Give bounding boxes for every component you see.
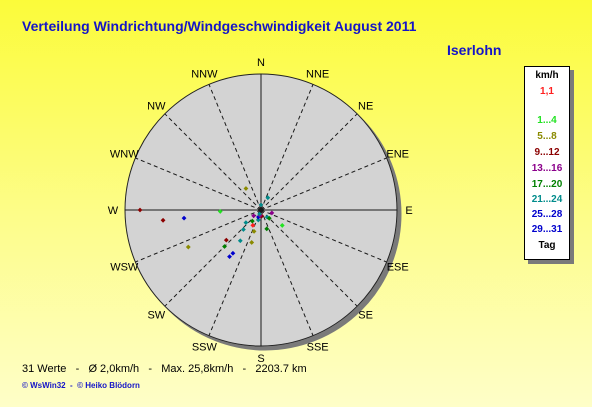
direction-label-sse: SSE [307,342,329,354]
direction-label-ssw: SSW [192,342,218,354]
direction-label-wsw: WSW [110,262,139,274]
legend-item-8: 25...28 [531,209,563,220]
data-point-17 [255,217,261,223]
data-point-21 [251,213,257,219]
data-point-7 [222,244,227,249]
legend-header: km/h [535,70,559,81]
direction-label-wnw: WNW [110,148,139,160]
value-count: 31 Werte [22,363,67,375]
data-point-14 [249,218,255,224]
spoke-ne [260,113,358,211]
distance: 2203.7 km [255,363,307,375]
direction-label-e: E [405,205,412,217]
direction-label-nne: NNE [306,68,329,80]
station-name: Iserlohn [447,42,502,58]
data-point-25 [269,210,275,216]
direction-label-s: S [257,353,264,365]
direction-label-nw: NW [147,100,166,112]
data-point-12 [241,227,246,232]
legend-item-3: 5...8 [537,131,557,142]
direction-label-ne: NE [358,100,373,112]
spoke-nne [260,84,314,211]
spoke-se [260,209,358,307]
summary-line: 31 Werte - Ø 2,0km/h - Max. 25,8km/h - 2… [22,363,307,375]
legend-item-7: 21...24 [531,194,563,205]
chart-title: Verteilung Windrichtung/Windgeschwindigk… [22,18,417,34]
direction-label-n: N [257,57,265,69]
data-point-9 [230,250,236,256]
data-point-3 [181,215,187,221]
direction-label-ese: ESE [387,262,409,274]
data-point-18 [264,226,270,232]
legend-item-6: 17...20 [531,179,563,190]
direction-label-w: W [108,205,119,217]
data-point-19 [264,214,270,220]
direction-label-ene: ENE [386,148,409,160]
spoke-sw [164,209,262,307]
spoke-ene [260,157,387,211]
data-point-27 [265,195,271,201]
direction-label-sw: SW [147,310,165,322]
speed-legend: km/h 1,1 1...4 5...8 9...12 13...16 17...20 21… [524,66,570,260]
legend-item-5: 13...16 [531,163,563,174]
legend-item-9: 29...31 [531,224,563,235]
spoke-sse [260,209,314,336]
legend-footer: Tag [538,240,556,251]
average-speed: Ø 2,0km/h [88,363,140,375]
spoke-wnw [135,157,262,211]
data-point-16 [251,229,257,234]
spoke-nnw [208,84,262,211]
data-point-20 [279,223,285,228]
direction-label-se: SE [358,310,373,322]
data-point-15 [249,240,255,245]
data-point-26 [243,186,249,191]
legend-item-4: 9...12 [534,147,560,158]
spoke-nw [164,113,262,211]
legend-item-1: 1,1 [540,86,554,97]
data-point-8 [227,254,232,260]
spoke-wsw [135,209,262,263]
spoke-ese [260,209,387,263]
data-point-5 [185,244,191,250]
data-point-31 [257,211,262,217]
copyright: © WsWin32 - © Heiko Blödorn [22,381,140,390]
legend-item-2: 1...4 [537,115,557,126]
direction-label-nnw: NNW [191,68,218,80]
data-point-10 [237,238,243,244]
data-point-4 [217,209,223,214]
data-point-30 [266,215,272,221]
max-speed: Max. 25,8km/h [161,363,234,375]
data-point-2 [160,217,166,223]
data-point-29 [258,202,264,208]
data-point-1 [137,207,143,213]
data-point-6 [223,237,229,243]
data-point-11 [243,220,249,226]
data-point-13 [250,222,256,228]
